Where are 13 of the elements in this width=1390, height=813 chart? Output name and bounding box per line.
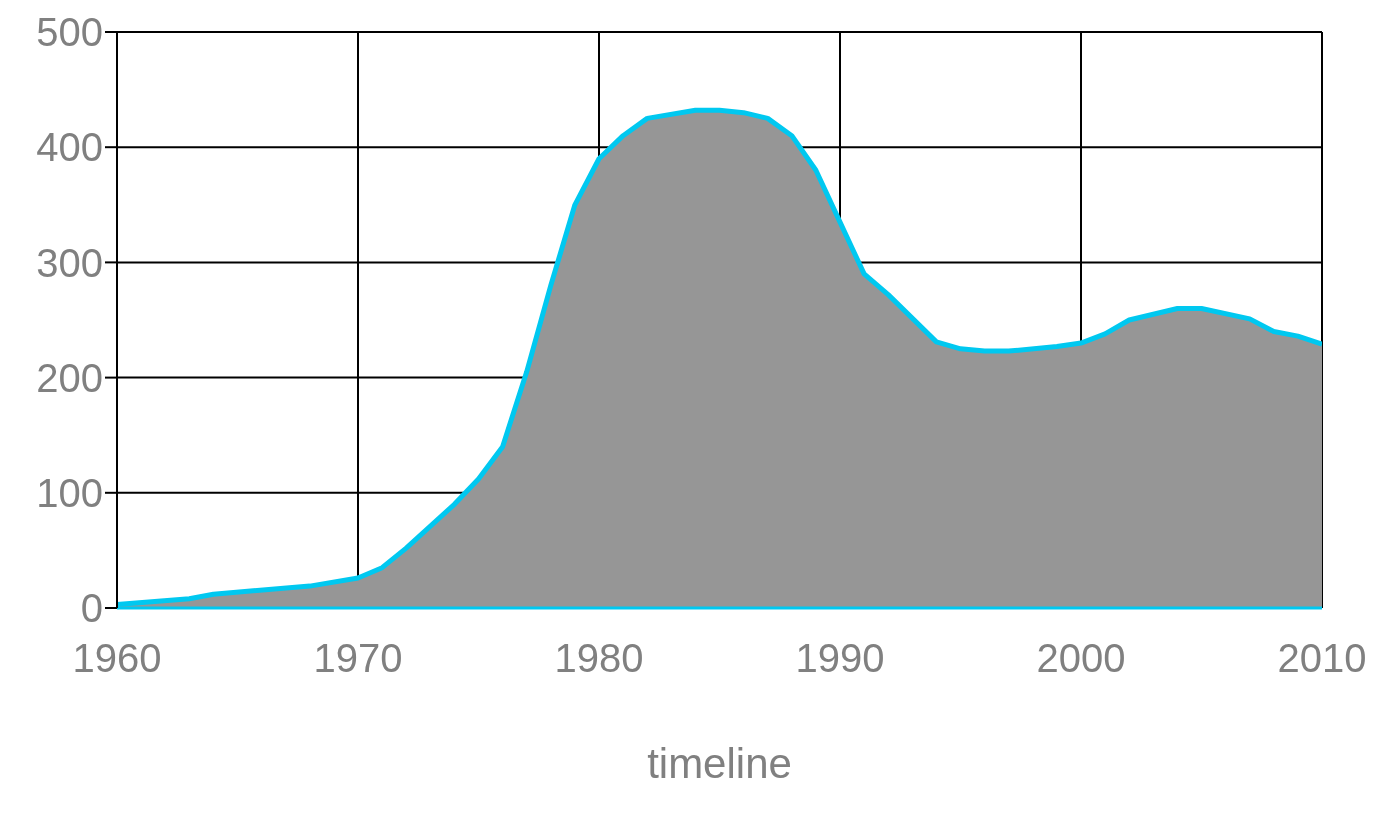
y-tick-label: 400 [36, 125, 103, 170]
x-tick-label: 2000 [1036, 636, 1126, 681]
y-tick-label: 300 [36, 240, 103, 285]
x-tick-label: 1970 [313, 636, 403, 681]
x-axis-title: timeline [647, 740, 792, 787]
x-tick-label: 2010 [1277, 636, 1367, 681]
x-tick-label: 1960 [72, 636, 162, 681]
x-tick-label: 1990 [795, 636, 885, 681]
y-tick-label: 200 [36, 355, 103, 400]
y-tick-label: 0 [80, 586, 103, 631]
x-tick-label: 1980 [554, 636, 644, 681]
y-tick-label: 100 [36, 471, 103, 515]
y-tick-label: 500 [36, 10, 103, 55]
